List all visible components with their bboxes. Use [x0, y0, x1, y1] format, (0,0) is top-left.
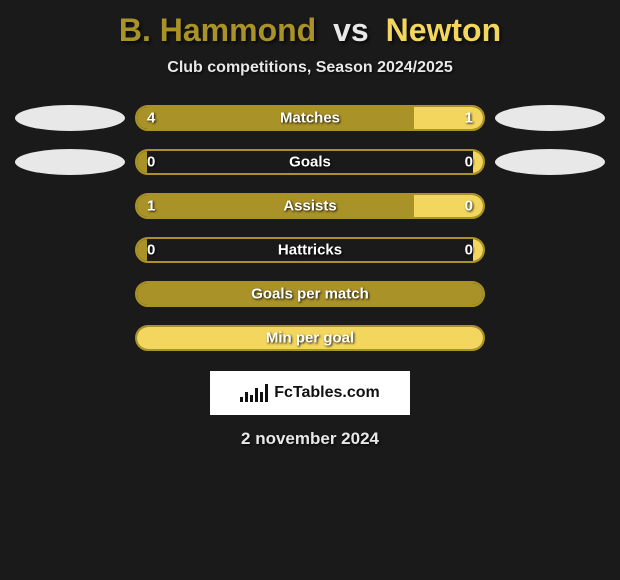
right-stat-disc [495, 237, 605, 263]
stat-bar-left-seg [137, 195, 414, 217]
stat-bar-right-seg [473, 239, 483, 261]
stat-row: Min per goal [0, 325, 620, 351]
stat-bar-left-seg [137, 107, 414, 129]
stat-row: 4 1 Matches [0, 105, 620, 131]
stat-label: Min per goal [266, 330, 354, 347]
stat-label: Hattricks [278, 242, 342, 259]
left-stat-disc [15, 237, 125, 263]
left-stat-disc [15, 149, 125, 175]
stat-label: Goals per match [251, 286, 369, 303]
left-stat-disc [15, 193, 125, 219]
player2-name: Newton [386, 12, 502, 48]
stat-value-right: 0 [465, 198, 473, 215]
stat-bar: 1 0 Assists [135, 193, 485, 219]
stat-bar: 0 0 Goals [135, 149, 485, 175]
stat-bar: 4 1 Matches [135, 105, 485, 131]
brand-text: FcTables.com [274, 384, 380, 402]
stat-value-right: 0 [465, 242, 473, 259]
player1-name: B. Hammond [119, 12, 316, 48]
stat-value-right: 1 [465, 110, 473, 127]
stat-value-left: 4 [147, 110, 155, 127]
brand-watermark: FcTables.com [210, 371, 410, 415]
stat-row: 0 0 Goals [0, 149, 620, 175]
right-stat-disc [495, 325, 605, 351]
left-stat-disc [15, 105, 125, 131]
stat-row: 1 0 Assists [0, 193, 620, 219]
stat-value-right: 0 [465, 154, 473, 171]
right-stat-disc [495, 105, 605, 131]
comparison-title: B. Hammond vs Newton [119, 12, 501, 49]
stat-label: Goals [289, 154, 331, 171]
right-stat-disc [495, 149, 605, 175]
stat-rows-container: 4 1 Matches 0 0 Goals 1 0 Assists 0 0 Hattricks Goal… [0, 77, 620, 351]
stat-label: Assists [283, 198, 336, 215]
vs-text: vs [333, 12, 369, 48]
date-text: 2 november 2024 [241, 429, 379, 449]
stat-bar-left-seg [137, 239, 147, 261]
stat-value-left: 0 [147, 154, 155, 171]
stat-label: Matches [280, 110, 340, 127]
stat-value-left: 1 [147, 198, 155, 215]
left-stat-disc [15, 281, 125, 307]
stat-row: Goals per match [0, 281, 620, 307]
subtitle: Club competitions, Season 2024/2025 [167, 59, 452, 77]
left-stat-disc [15, 325, 125, 351]
right-stat-disc [495, 193, 605, 219]
stat-row: 0 0 Hattricks [0, 237, 620, 263]
stat-bar-left-seg [137, 151, 147, 173]
stat-bar-right-seg [473, 151, 483, 173]
stat-bar: Min per goal [135, 325, 485, 351]
stat-bar: 0 0 Hattricks [135, 237, 485, 263]
stat-value-left: 0 [147, 242, 155, 259]
right-stat-disc [495, 281, 605, 307]
stat-bar: Goals per match [135, 281, 485, 307]
brand-icon [240, 384, 268, 402]
